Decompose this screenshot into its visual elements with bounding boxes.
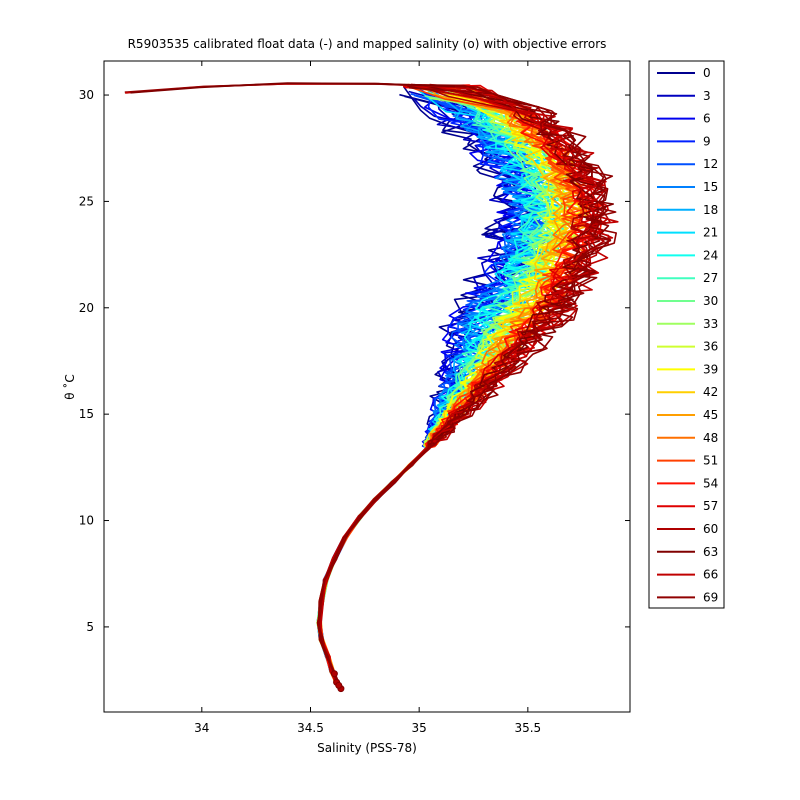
legend-label-60: 60	[703, 522, 718, 536]
legend-label-54: 54	[703, 476, 718, 490]
legend-label-9: 9	[703, 134, 711, 148]
legend-label-66: 66	[703, 568, 718, 582]
y-tick-label: 20	[79, 301, 94, 315]
x-tick-label: 35.5	[514, 721, 541, 735]
profile-lines	[124, 82, 619, 693]
legend-label-6: 6	[703, 112, 711, 126]
legend-label-51: 51	[703, 454, 718, 468]
mapped-salinity-marker	[330, 670, 338, 678]
profile-line-69	[318, 85, 617, 690]
legend-label-30: 30	[703, 294, 718, 308]
x-tick-label: 34.5	[297, 721, 324, 735]
legend: 0369121518212427303336394245485154576063…	[648, 60, 725, 609]
y-tick-label: 25	[79, 194, 94, 208]
legend-label-63: 63	[703, 545, 718, 559]
y-axis-label: θ ˚C	[62, 374, 77, 400]
chart-title: R5903535 calibrated float data (-) and m…	[128, 37, 607, 51]
legend-label-3: 3	[703, 89, 711, 103]
x-axis: 34 34.5 35 35.5	[194, 61, 541, 735]
legend-label-39: 39	[703, 362, 718, 376]
y-tick-label: 5	[86, 620, 94, 634]
x-tick-label: 34	[194, 721, 209, 735]
legend-label-45: 45	[703, 408, 718, 422]
legend-box	[648, 60, 725, 609]
legend-label-24: 24	[703, 248, 718, 262]
x-axis-label: Salinity (PSS-78)	[317, 741, 417, 755]
legend-label-27: 27	[703, 271, 718, 285]
x-tick-label: 35	[412, 721, 427, 735]
legend-label-57: 57	[703, 499, 718, 513]
y-tick-label: 10	[79, 514, 94, 528]
legend-items: 0369121518212427303336394245485154576063…	[657, 66, 718, 604]
surface-extension-line	[130, 82, 455, 94]
legend-label-42: 42	[703, 385, 718, 399]
legend-label-48: 48	[703, 431, 718, 445]
legend-label-18: 18	[703, 203, 718, 217]
legend-label-36: 36	[703, 340, 718, 354]
legend-label-12: 12	[703, 157, 718, 171]
mapped-salinity-marker	[335, 681, 343, 689]
legend-label-15: 15	[703, 180, 718, 194]
plot-area	[103, 60, 631, 713]
legend-label-0: 0	[703, 66, 711, 80]
legend-label-33: 33	[703, 317, 718, 331]
plot-frame	[103, 60, 631, 713]
y-axis: 5 10 15 20 25 30	[79, 88, 630, 634]
legend-label-69: 69	[703, 590, 718, 604]
y-tick-label: 30	[79, 88, 94, 102]
legend-label-21: 21	[703, 226, 718, 240]
y-tick-label: 15	[79, 407, 94, 421]
